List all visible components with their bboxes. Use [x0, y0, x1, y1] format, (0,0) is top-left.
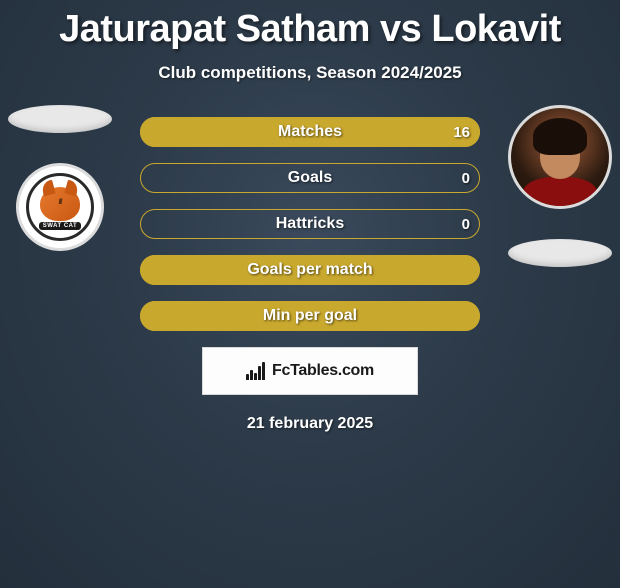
stat-row: Min per goal	[140, 301, 480, 331]
stat-row: Hattricks 0	[140, 209, 480, 239]
left-player-col: /// Swat Cat	[8, 105, 112, 251]
player-photo	[511, 108, 609, 206]
stat-value-right: 0	[462, 209, 470, 239]
stats-area: /// Swat Cat Matches 16	[0, 117, 620, 433]
club-badge-text: Swat Cat	[39, 222, 81, 230]
stat-value-right: 0	[462, 163, 470, 193]
brand-box[interactable]: FcTables.com	[202, 347, 418, 395]
swat-cat-icon: ///	[40, 187, 80, 221]
brand-name: FcTables.com	[272, 362, 374, 380]
fctables-chart-icon	[246, 362, 266, 380]
left-club-badge: /// Swat Cat	[16, 163, 104, 251]
comparison-title: Jaturapat Satham vs Lokavit	[0, 8, 620, 51]
stat-value-right: 16	[453, 117, 470, 147]
stat-row: Goals 0	[140, 163, 480, 193]
right-player-col	[508, 105, 612, 267]
stat-row: Matches 16	[140, 117, 480, 147]
comparison-subtitle: Club competitions, Season 2024/2025	[0, 63, 620, 83]
right-player-avatar	[508, 105, 612, 209]
infographic-date: 21 february 2025	[0, 415, 620, 433]
stat-bars: Matches 16 Goals 0 Hattricks 0 Goals per…	[140, 117, 480, 331]
stat-row: Goals per match	[140, 255, 480, 285]
club-badge-inner: /// Swat Cat	[26, 173, 94, 241]
right-club-badge-blank	[508, 239, 612, 267]
left-player-avatar-blank	[8, 105, 112, 133]
